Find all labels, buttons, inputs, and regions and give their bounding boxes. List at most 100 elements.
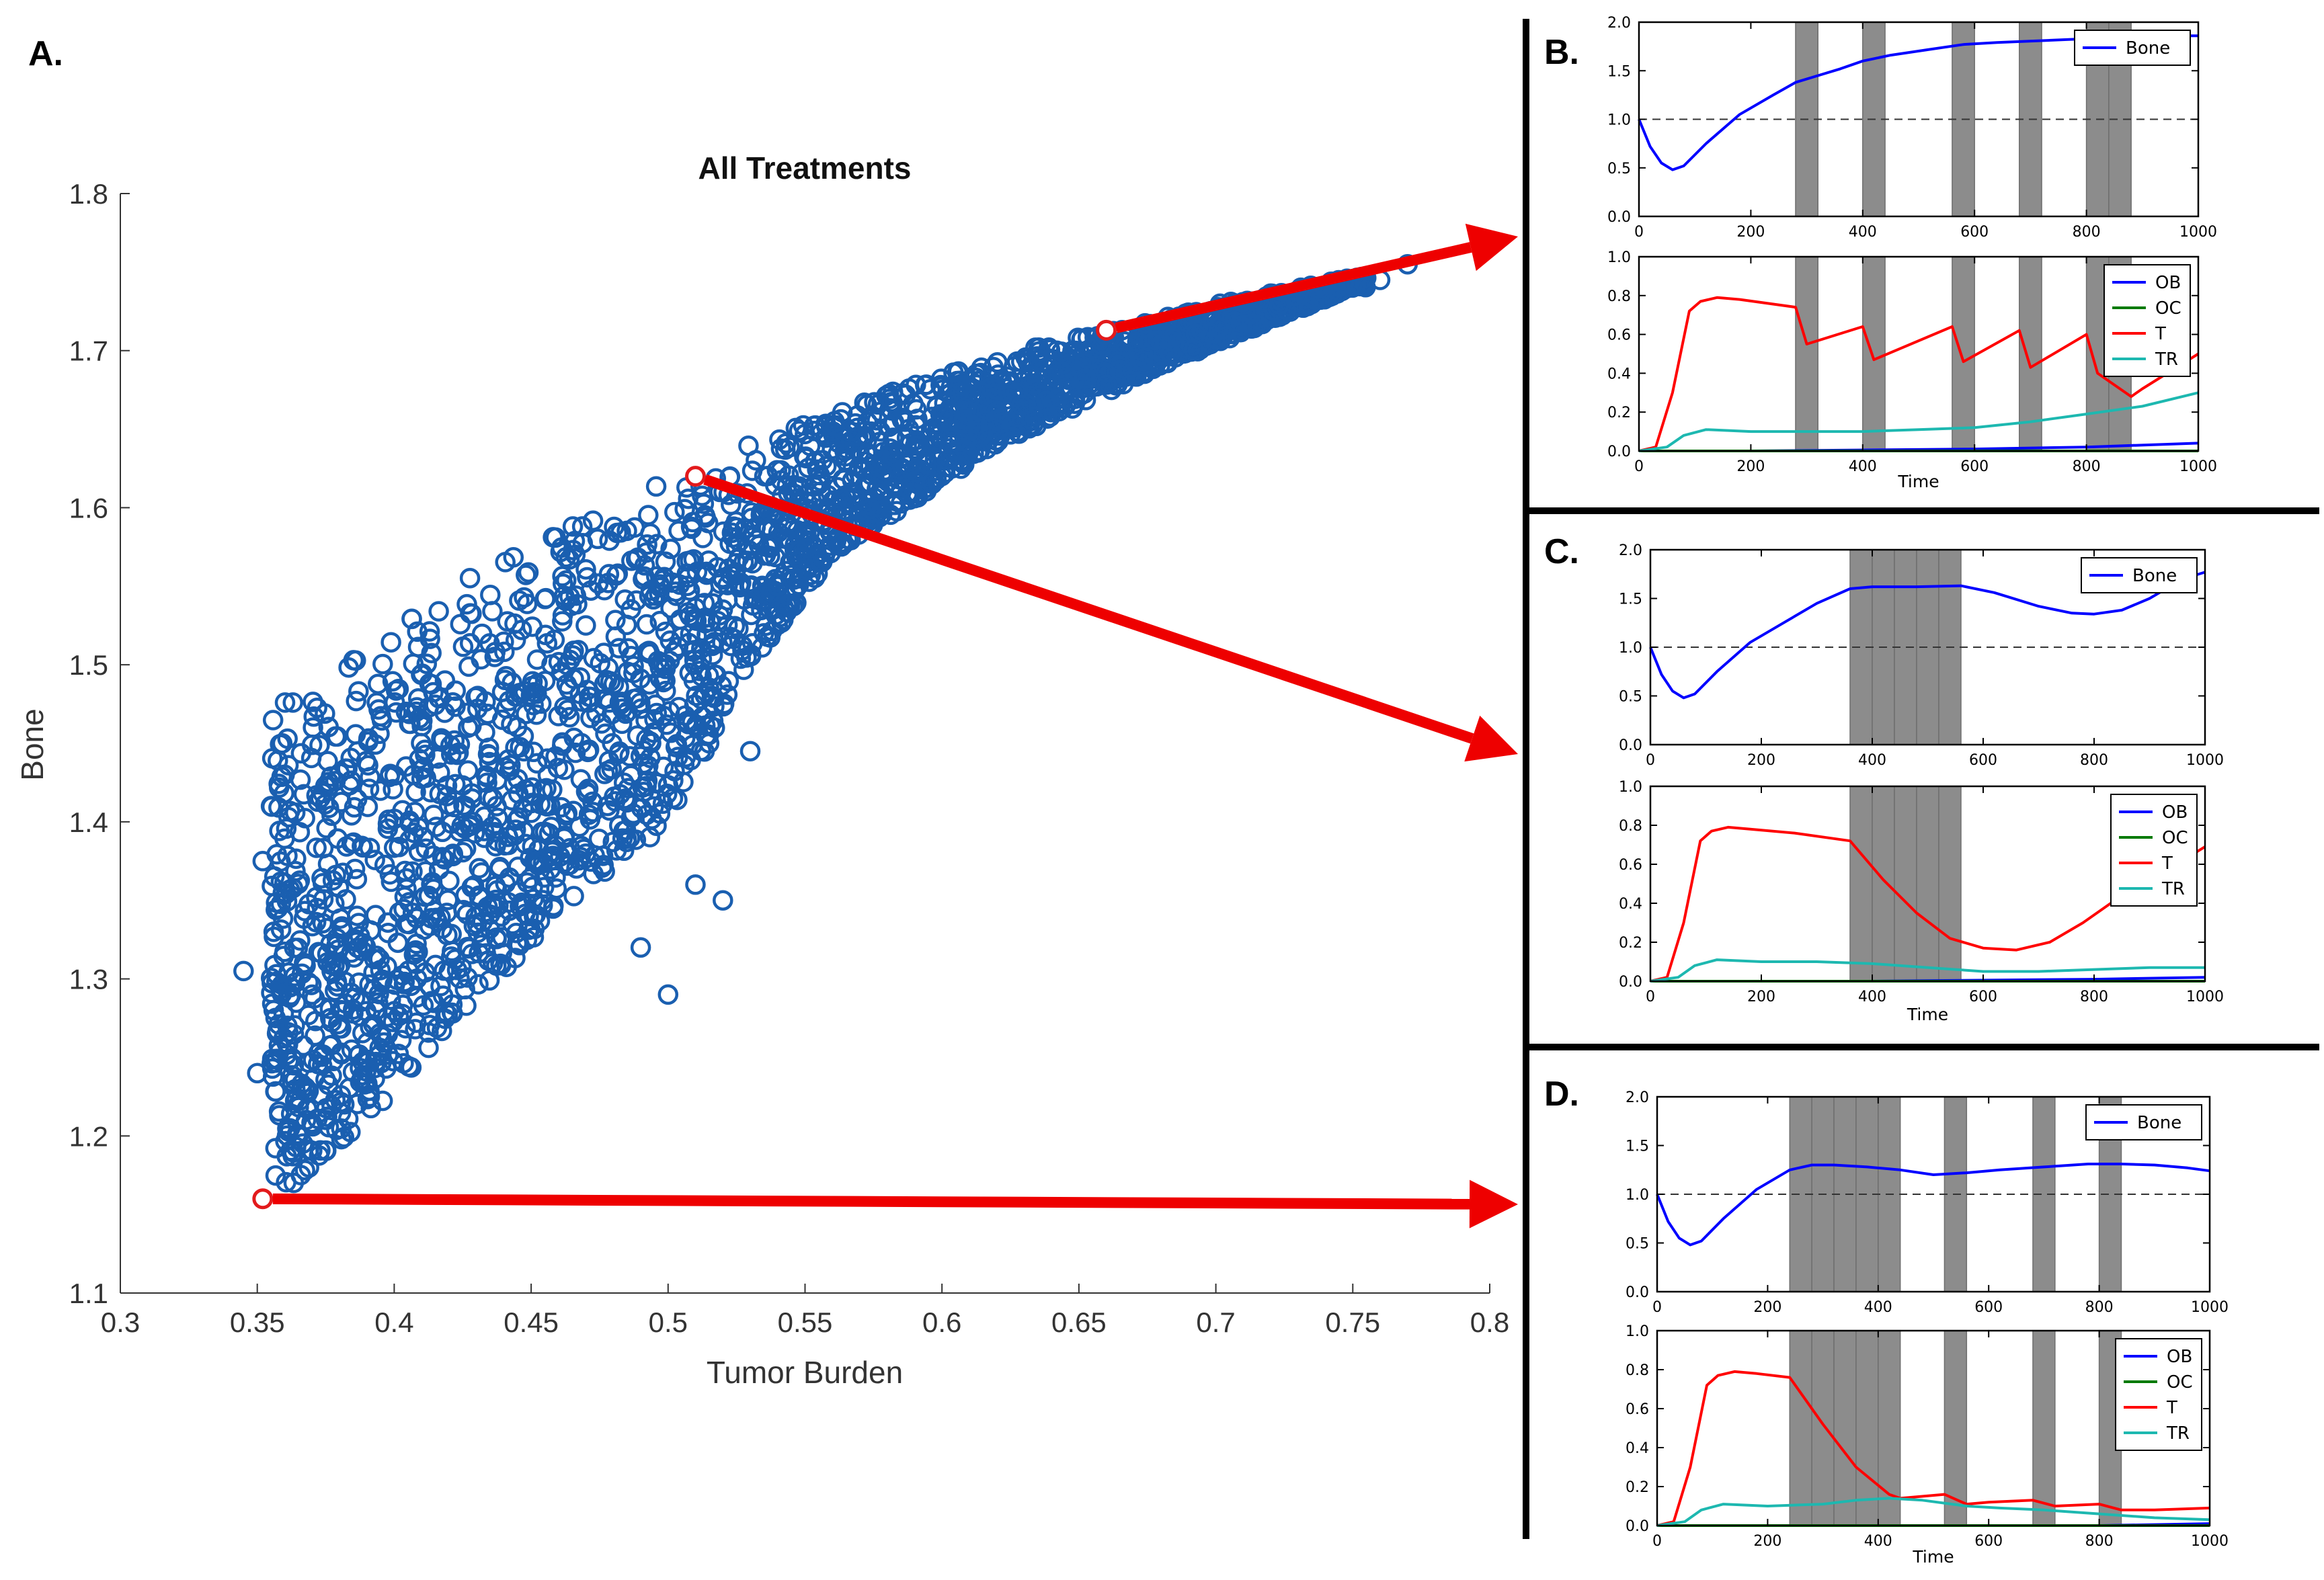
scatter-point xyxy=(552,611,573,632)
series-t xyxy=(1638,296,2200,452)
legend-label-oc: OC xyxy=(2162,828,2188,848)
scatter-point xyxy=(459,567,481,589)
scatter-point xyxy=(732,635,753,657)
scatter-point xyxy=(338,657,359,678)
scatter-point xyxy=(394,886,415,907)
subplot-cells: 0 200 400 600 800 1000 0.0 0.2 0.4 0.6 0.8 1.0 OB OC T… xyxy=(1607,249,2217,475)
arrows xyxy=(272,223,1518,1229)
scatter-point xyxy=(360,767,380,788)
scatter-point xyxy=(358,755,378,776)
scatter-point xyxy=(473,821,495,841)
scatter-point xyxy=(534,589,555,610)
scatter-point xyxy=(980,418,1001,439)
y-tick-label: 1.5 xyxy=(1619,591,1642,608)
scatter-point xyxy=(327,976,348,997)
scatter-point xyxy=(621,550,642,571)
scatter-point xyxy=(455,838,477,859)
scatter-point xyxy=(758,465,778,487)
scatter-point xyxy=(396,913,417,934)
scatter-point xyxy=(352,837,373,858)
scatter-point xyxy=(577,567,598,588)
scatter-point xyxy=(751,599,772,620)
scatter-point xyxy=(327,1013,349,1035)
scatter-point xyxy=(578,739,600,760)
subplot-bone: 0 200 400 600 800 1000 0.0 0.5 1.0 1.5 2.0 Bone xyxy=(1626,1089,2229,1316)
scatter-point xyxy=(337,758,358,780)
y-tick-label: 1.0 xyxy=(1607,112,1631,129)
scatter-point xyxy=(342,1061,364,1083)
scatter-point xyxy=(1028,358,1049,379)
scatter-point xyxy=(307,791,328,813)
scatter-point xyxy=(272,983,292,1004)
scatter-point xyxy=(1132,350,1154,372)
scatter-point xyxy=(680,550,700,571)
scatter-point xyxy=(778,517,799,538)
scatter-point xyxy=(608,743,629,765)
scatter-point xyxy=(506,923,527,944)
scatter-point xyxy=(525,904,547,925)
scatter-point xyxy=(434,1008,456,1030)
x-tick-label: 600 xyxy=(1974,1299,2003,1316)
scatter-point xyxy=(456,593,477,615)
scatter-point xyxy=(428,601,449,622)
legend-bone: Bone xyxy=(2074,30,2191,66)
scatter-point xyxy=(684,650,705,671)
scatter-point xyxy=(534,671,556,692)
scatter-point xyxy=(1200,323,1221,343)
scatter-point xyxy=(479,970,500,991)
y-tick-label: 0.4 xyxy=(1619,896,1642,913)
scatter-point xyxy=(693,493,715,514)
scatter-point xyxy=(583,648,604,669)
scatter-point xyxy=(686,685,707,706)
scatter-point xyxy=(1183,339,1205,360)
y-tick-label: 0.8 xyxy=(1607,288,1631,305)
scatter-point xyxy=(428,859,450,880)
x-tick-label: 1000 xyxy=(2186,989,2224,1005)
scatter-point xyxy=(252,851,274,872)
y-tick-label: 0.6 xyxy=(1619,857,1642,874)
legend-label-oc: OC xyxy=(2155,298,2181,319)
scatter-point xyxy=(1051,361,1072,382)
scatter-point xyxy=(643,722,664,743)
scatter-point xyxy=(465,687,486,708)
scatter-point xyxy=(578,692,600,713)
plot-frame xyxy=(1656,1329,2211,1527)
scatter-point xyxy=(323,1050,344,1071)
x-tick-label: 200 xyxy=(1753,1533,1781,1550)
scatter-point xyxy=(920,378,941,400)
scatter-point xyxy=(266,964,287,985)
scatter-point xyxy=(346,905,368,926)
scatter-point xyxy=(907,483,928,504)
x-tick-label: 400 xyxy=(1858,989,1886,1005)
scatter-point xyxy=(1096,374,1117,395)
x-tick-label: 0.4 xyxy=(374,1306,413,1338)
scatter-point xyxy=(616,614,637,636)
scatter-point xyxy=(554,851,575,873)
x-tick-label: 0 xyxy=(1634,458,1644,475)
scatter-point xyxy=(309,735,330,756)
scatter-point xyxy=(263,921,284,942)
scatter-point xyxy=(695,507,716,528)
scatter-point xyxy=(895,411,916,432)
x-tick-label: 200 xyxy=(1736,224,1765,241)
y-tick-label: 1.1 xyxy=(69,1278,108,1309)
x-tick-label: 0.35 xyxy=(230,1306,285,1338)
scatter-point xyxy=(432,821,453,843)
scatter-point xyxy=(939,384,960,405)
scatter-point xyxy=(450,614,471,634)
scatter-point xyxy=(520,802,542,823)
scatter-point xyxy=(283,1054,305,1076)
y-tick-label: 1.4 xyxy=(69,806,108,838)
scatter-point xyxy=(636,614,657,635)
scatter-point xyxy=(432,847,453,868)
scatter-point xyxy=(411,733,432,754)
scatter-point xyxy=(754,623,774,644)
y-tick-label: 0.0 xyxy=(1619,737,1642,754)
treatment-window xyxy=(1894,786,1917,982)
plot-frame xyxy=(1638,255,2200,452)
scatter-point xyxy=(805,490,826,511)
scatter-point xyxy=(347,741,368,762)
scatter-point xyxy=(366,945,387,966)
scatter-point xyxy=(522,616,543,637)
scatter-point xyxy=(552,566,573,587)
